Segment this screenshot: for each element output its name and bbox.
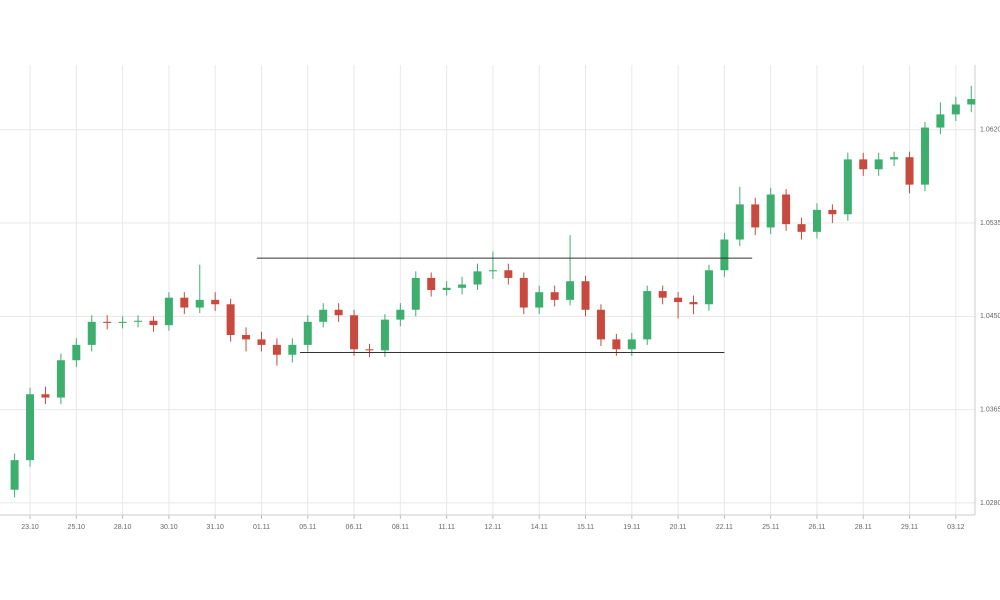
candle-body [951,104,960,115]
candle-body [380,319,389,351]
x-tick-label: 01.11 [253,524,270,531]
candle-body [720,239,729,271]
x-tick-label: 22.11 [716,524,733,531]
candle-body [72,344,81,361]
candle-body [10,460,19,490]
x-tick-label: 25.10 [68,524,86,531]
x-tick-label: 28.11 [855,524,872,531]
candle-body [704,270,713,305]
candle-body [118,321,127,323]
candle-body [411,277,420,310]
candle-body [766,194,775,228]
x-tick-label: 06.11 [346,524,363,531]
candle-body [812,209,821,232]
candle-body [519,277,528,308]
y-tick-label: 1.0365 [980,406,1000,413]
y-tick-label: 1.0535 [980,220,1000,227]
candle-body [874,159,883,170]
candle-body [396,309,405,320]
candle-body [288,344,297,355]
x-tick-label: 11.11 [438,524,455,531]
x-tick-label: 23.10 [21,524,39,531]
y-tick-label: 1.0620 [980,127,1000,134]
candle-body [612,339,621,350]
x-tick-label: 29.11 [901,524,918,531]
candle-body [473,271,482,285]
candle-body [967,99,976,105]
candle-body [890,157,899,160]
candle-body [226,304,235,335]
candle-body [303,321,312,345]
candle-body [211,299,220,305]
candle-body [257,339,266,345]
candle-body [319,309,328,322]
candle-body [41,394,50,398]
candle-body [674,297,683,303]
x-tick-label: 28.10 [114,524,132,531]
candle-body [550,292,559,300]
candle-body [905,157,914,185]
candle-body [596,309,605,340]
x-tick-label: 30.10 [160,524,178,531]
candle-body [782,194,791,225]
candle-body [164,297,173,326]
candle-body [936,114,945,128]
candle-body [689,302,698,305]
x-tick-label: 26.11 [808,524,825,531]
candle-body [504,270,513,278]
candle-body [566,281,575,300]
candle-body [920,127,929,185]
candle-body [643,291,652,340]
candle-body [735,204,744,240]
candle-body [535,292,544,308]
candle-body [581,281,590,310]
x-tick-label: 19.11 [623,524,640,531]
candle-body [427,277,436,290]
candle-body [26,394,35,461]
x-tick-label: 25.11 [762,524,779,531]
candle-body [751,204,760,228]
candle-body [442,287,451,290]
candle-body [828,209,837,215]
candle-body [87,321,96,345]
candle-body [149,320,158,326]
x-tick-label: 14.11 [531,524,548,531]
candle-body [103,321,112,323]
x-tick-label: 12.11 [484,524,501,531]
x-tick-label: 08.11 [392,524,409,531]
y-tick-label: 1.0450 [980,313,1000,320]
candle-body [242,335,251,340]
y-tick-label: 1.0280 [980,500,1000,507]
candle-body [180,297,189,308]
candle-body [334,309,343,316]
x-tick-label: 15.11 [577,524,594,531]
x-tick-label: 31.10 [206,524,224,531]
candle-body [195,299,204,308]
candle-body [56,360,65,398]
candle-body [658,291,667,298]
candle-body [627,339,636,350]
x-tick-label: 20.11 [670,524,687,531]
candle-body [272,344,281,355]
candle-body [488,270,497,272]
x-tick-label: 03.12 [947,524,965,531]
candle-body [859,159,868,170]
candle-body [843,159,852,215]
candle-body [458,284,467,288]
x-tick-label: 05.11 [299,524,316,531]
candle-body [797,224,806,232]
candle-body [350,315,359,350]
candle-body [365,349,374,351]
candle-body [134,320,143,322]
